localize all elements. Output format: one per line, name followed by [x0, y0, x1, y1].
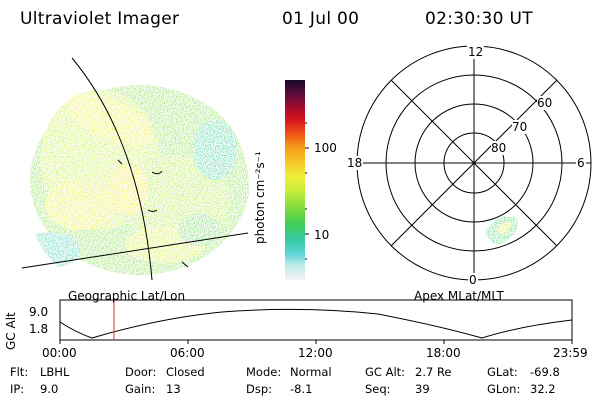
colorbar-label: photon cm⁻²s⁻¹ — [253, 151, 267, 244]
polar-plot — [356, 45, 592, 281]
info-door-key: Door: — [125, 365, 157, 379]
aurora-image — [25, 85, 249, 275]
info-mode-key: Mode: — [246, 365, 282, 379]
timeline-xtick-2: 12:00 — [298, 346, 333, 360]
info-flt-key: Flt: — [10, 365, 29, 379]
timeline-xtick-1: 06:00 — [170, 346, 205, 360]
lat-label-70: 70 — [512, 120, 528, 134]
info-glat-value: -69.8 — [530, 365, 560, 379]
lat-label-60: 60 — [537, 96, 553, 110]
mlt-label-12: 12 — [467, 45, 485, 59]
info-dsp-value: -8.1 — [290, 382, 313, 396]
colorbar — [285, 80, 309, 280]
instrument-title: Ultraviolet Imager — [20, 9, 180, 29]
geographic-grid — [21, 57, 249, 281]
info-gain-key: Gain: — [125, 382, 156, 396]
colorbar-tick-10: 10 — [314, 228, 330, 242]
lat-label-80: 80 — [491, 141, 507, 155]
mlt-label-0: 0 — [468, 273, 478, 287]
timeline-xtick-4: 23:59 — [553, 346, 588, 360]
altitude-curve — [59, 308, 573, 339]
right-panel-caption: Apex MLat/MLT — [414, 289, 504, 303]
info-glon-key: GLon: — [487, 382, 521, 396]
info-glat-key: GLat: — [487, 365, 518, 379]
timeline-xtick-0: 00:00 — [42, 346, 77, 360]
timeline-ylabel: GC Alt — [4, 312, 18, 350]
info-mode-value: Normal — [290, 365, 332, 379]
timeline-ytick-bottom: 1.8 — [29, 322, 49, 336]
info-gain-value: 13 — [166, 382, 181, 396]
info-flt-value: LBHL — [40, 365, 70, 379]
info-seq-value: 39 — [415, 382, 430, 396]
left-panel-caption: Geographic Lat/Lon — [68, 289, 186, 303]
info-glon-value: 32.2 — [530, 382, 556, 396]
polar-aurora — [485, 215, 518, 245]
colorbar-tick-100: 100 — [314, 141, 337, 155]
timeline-xtick-3: 18:00 — [426, 346, 461, 360]
info-seq-key: Seq: — [365, 382, 391, 396]
observation-time: 02:30:30 UT — [425, 9, 533, 29]
observation-date: 01 Jul 00 — [282, 9, 360, 29]
info-door-value: Closed — [166, 365, 205, 379]
timeline-ytick-top: 9.0 — [29, 305, 49, 319]
timeline-plot — [59, 299, 573, 344]
info-ip-value: 9.0 — [40, 382, 59, 396]
info-ip-key: IP: — [10, 382, 25, 396]
info-dsp-key: Dsp: — [246, 382, 273, 396]
mlt-label-6: 6 — [576, 156, 586, 170]
info-gcalt-value: 2.7 Re — [415, 365, 452, 379]
info-gcalt-key: GC Alt: — [365, 365, 406, 379]
mlt-label-18: 18 — [346, 156, 364, 170]
